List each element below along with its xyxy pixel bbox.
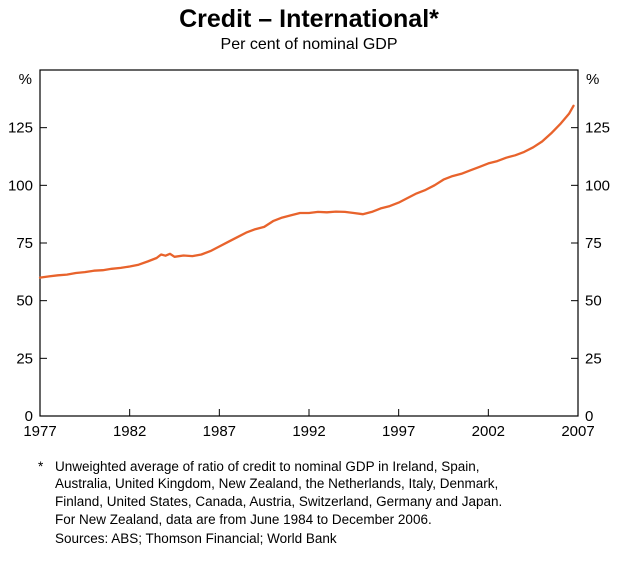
footnote-line: Australia, United Kingdom, New Zealand, …: [55, 476, 499, 492]
footnote-block: * Unweighted average of ratio of credit …: [0, 458, 618, 548]
credit-series-line: [38, 104, 575, 279]
footnote-text: Unweighted average of ratio of credit to…: [55, 458, 598, 529]
y-tick-label-left: 0: [25, 408, 33, 425]
chart-area: %% 0 0 25 25 50 50 75 75 100 100 125 125 1977 1982 1987…: [0, 56, 618, 456]
credit-line-chart: % % 0 0 25 25 50 50 75 75 100 100 125 125 1977 1982 1987…: [8, 68, 610, 440]
sources-note: Sources: ABS; Thomson Financial; World B…: [55, 530, 337, 546]
y-tick-label-left: 100: [8, 177, 33, 194]
footnote-line: Finland, United States, Canada, Austria,…: [55, 494, 503, 510]
plot-box: [39, 68, 579, 417]
y-tick-label-right: 75: [585, 235, 602, 252]
x-tick-label: 1977: [23, 423, 56, 440]
chart-title: Credit – International*: [179, 5, 439, 33]
x-tick-label: 1987: [203, 423, 236, 440]
footnote-line: For New Zealand, data are from June 1984…: [55, 511, 432, 527]
y-tick-label-left: 125: [8, 119, 33, 136]
y-axis-unit-right: %: [586, 71, 599, 88]
y-tick-label-right: 125: [585, 119, 610, 136]
x-tick-label: 1982: [113, 423, 146, 440]
y-tick-label-left: 75: [16, 235, 33, 252]
x-tick-label: 2002: [472, 423, 505, 440]
footnote-line: Unweighted average of ratio of credit to…: [55, 458, 480, 474]
y-tick-label-left: 25: [16, 350, 33, 367]
x-tick-label: 2007: [561, 423, 594, 440]
y-tick-label-right: 100: [585, 177, 610, 194]
footnote-marker: *: [38, 458, 44, 474]
x-tick-label: 1997: [382, 423, 415, 440]
y-tick-label-right: 0: [585, 408, 593, 425]
y-tick-label-left: 50: [16, 292, 33, 309]
y-tick-label-right: 25: [585, 350, 602, 367]
y-tick-label-right: 50: [585, 292, 602, 309]
chart-subtitle: Per cent of nominal GDP: [220, 35, 398, 53]
x-tick-label: 1992: [292, 423, 325, 440]
y-axis-unit-left: %: [19, 71, 32, 88]
